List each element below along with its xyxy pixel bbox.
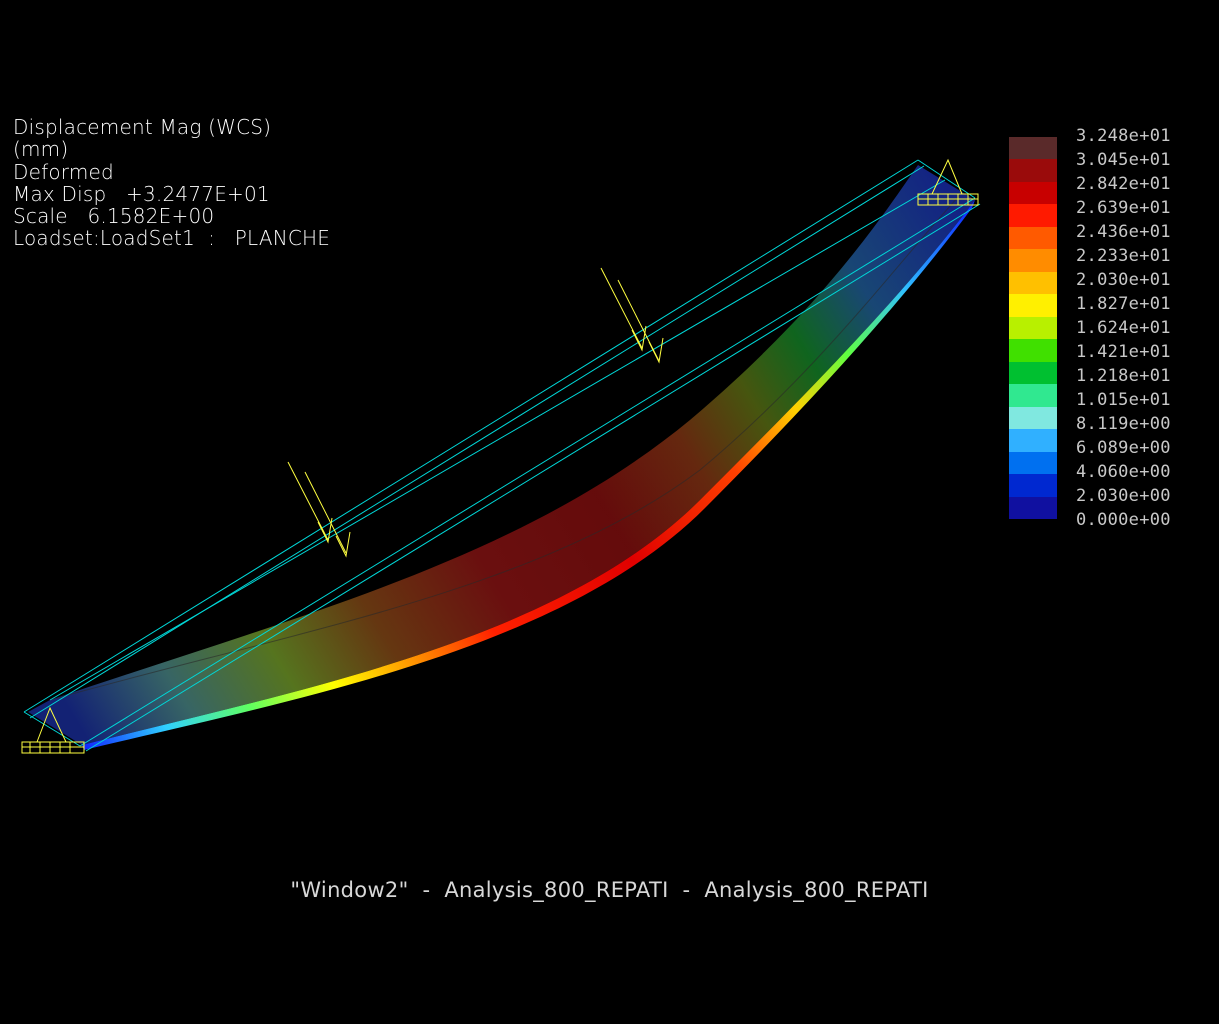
legend-labels: 3.248e+01 3.045e+01 2.842e+01 2.639e+01 2.43… — [1076, 124, 1171, 532]
legend-value-label: 2.436e+01 — [1076, 222, 1171, 242]
load-arrow-1 — [287, 461, 351, 558]
result-info-block: Displacement Mag (WCS) (mm) Deformed Max… — [13, 116, 330, 250]
legend-value-label: 3.045e+01 — [1076, 150, 1171, 170]
legend-band — [1009, 316, 1057, 340]
scale-label: Scale 6.1582E+00 — [13, 204, 215, 229]
max-disp-label: Max Disp +3.2477E+01 — [13, 181, 270, 206]
legend-value-label: 2.842e+01 — [1076, 174, 1171, 194]
legend-value-label: 6.089e+00 — [1076, 438, 1171, 458]
undeformed-wireframe — [23, 159, 981, 752]
legend-value-label: 0.000e+00 — [1076, 510, 1171, 530]
legend-value-label: 2.639e+01 — [1076, 198, 1171, 218]
legend-value-label: 1.218e+01 — [1076, 366, 1171, 386]
legend-band — [1009, 429, 1057, 452]
legend-band — [1009, 271, 1057, 295]
legend-band — [1009, 384, 1057, 407]
beam-inner-line — [49, 194, 961, 701]
legend-value-label: 2.030e+00 — [1076, 486, 1171, 506]
legend-band — [1009, 137, 1057, 160]
legend-band — [1009, 159, 1057, 182]
load-arrow-2 — [600, 267, 664, 364]
window-title: "Window2" - Analysis_800_REPATI - Analys… — [290, 878, 929, 902]
constraint-left — [21, 706, 85, 754]
legend-value-label: 1.827e+01 — [1076, 294, 1171, 314]
legend-band — [1009, 294, 1057, 317]
legend-band — [1009, 226, 1057, 250]
legend-value-label: 1.015e+01 — [1076, 390, 1171, 410]
legend-band — [1009, 339, 1057, 362]
deformed-beam-top-face — [28, 165, 975, 745]
legend-band — [1009, 181, 1057, 205]
legend-color-bar — [1009, 137, 1057, 519]
legend-value-label: 1.624e+01 — [1076, 318, 1171, 338]
legend-value-label: 2.233e+01 — [1076, 246, 1171, 266]
legend-band — [1009, 249, 1057, 272]
legend-value-label: 1.421e+01 — [1076, 342, 1171, 362]
legend-band — [1009, 361, 1057, 385]
legend-band — [1009, 204, 1057, 227]
legend-value-label: 3.248e+01 — [1076, 126, 1171, 146]
legend-band — [1009, 496, 1057, 519]
legend-band — [1009, 406, 1057, 430]
loadset-label: Loadset:LoadSet1 : PLANCHE — [13, 226, 331, 251]
constraint-right — [917, 158, 979, 206]
result-units-label: (mm) — [13, 137, 69, 162]
legend-value-label: 2.030e+01 — [1076, 270, 1171, 290]
legend-value-label: 4.060e+00 — [1076, 462, 1171, 482]
legend-band — [1009, 451, 1057, 475]
legend-band — [1009, 474, 1057, 497]
display-mode-label: Deformed — [13, 159, 114, 184]
legend-value-label: 8.119e+00 — [1076, 414, 1171, 434]
result-quantity-label: Displacement Mag (WCS) — [13, 115, 272, 139]
